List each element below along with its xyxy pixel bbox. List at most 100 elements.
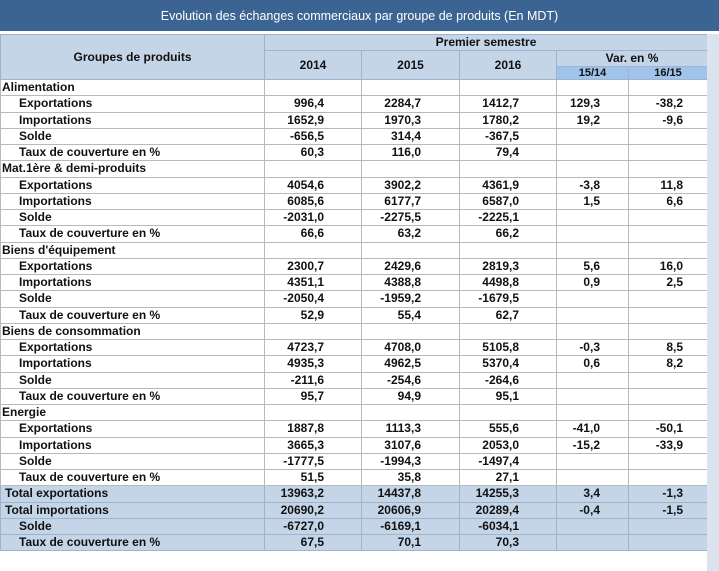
value-cell: 70,1	[361, 533, 460, 552]
empty-cell	[361, 322, 460, 341]
value-cell: 1887,8	[264, 420, 362, 438]
value-cell: 27,1	[459, 468, 557, 487]
row-label: Solde	[0, 290, 265, 308]
empty-cell	[556, 241, 629, 259]
group-column-header: Groupes de produits	[0, 34, 265, 80]
table-row: Importations 1652,9 1970,3 1780,2 19,2 -9,6	[0, 111, 709, 129]
value-cell: 95,7	[264, 387, 362, 406]
value-cell: -211,6	[264, 371, 362, 389]
variation-cell: 11,8	[627, 176, 709, 194]
empty-cell	[264, 241, 362, 259]
variation-cell	[556, 225, 629, 243]
value-cell: 3107,6	[361, 436, 460, 454]
row-label: Importations	[0, 355, 265, 373]
variation-cell: 5,6	[556, 257, 629, 276]
empty-cell	[264, 160, 362, 178]
value-cell: 6587,0	[459, 192, 557, 211]
row-label: Exportations	[0, 420, 265, 438]
year-header-2016: 2016	[459, 50, 557, 80]
value-cell: 4723,7	[264, 338, 362, 357]
value-cell: 13963,2	[264, 485, 362, 503]
empty-cell	[556, 403, 629, 422]
value-cell: 996,4	[264, 95, 362, 113]
value-cell: 314,4	[361, 127, 460, 146]
value-cell: 60,3	[264, 143, 362, 162]
variation-cell: -1,5	[627, 501, 709, 519]
value-cell: 4498,8	[459, 273, 557, 292]
variation-cell	[627, 517, 709, 536]
year-header-2015: 2015	[361, 50, 460, 80]
table-row: Solde -656,5 314,4 -367,5	[0, 127, 709, 146]
value-cell: -1497,4	[459, 452, 557, 471]
table-row: Exportations 2300,7 2429,6 2819,3 5,6 16,0	[0, 257, 709, 276]
table-row: Solde -2031,0 -2275,5 -2225,1	[0, 208, 709, 227]
variation-cell: 0,9	[556, 273, 629, 292]
variation-cell	[627, 533, 709, 552]
empty-cell	[459, 160, 557, 178]
value-cell: 66,6	[264, 225, 362, 243]
value-cell: 1780,2	[459, 111, 557, 129]
value-cell: 4962,5	[361, 355, 460, 373]
variation-cell: -33,9	[627, 436, 709, 454]
trade-table: Groupes de produits Premier semestre 201…	[0, 34, 709, 552]
category-label: Alimentation	[0, 78, 265, 97]
table-row: Exportations 996,4 2284,7 1412,7 129,3 -38,2	[0, 95, 709, 113]
empty-cell	[459, 78, 557, 97]
table-row: Taux de couverture en % 52,9 55,4 62,7	[0, 306, 709, 324]
value-cell: 2429,6	[361, 257, 460, 276]
category-row: Energie	[0, 403, 709, 422]
value-cell: 116,0	[361, 143, 460, 162]
value-cell: -1679,5	[459, 290, 557, 308]
variation-16-15-header: 16/15	[627, 66, 709, 80]
table-row: Solde -6727,0 -6169,1 -6034,1	[0, 517, 709, 536]
variation-cell: 0,6	[556, 355, 629, 373]
category-row: Biens d'équipement	[0, 241, 709, 259]
variation-cell	[556, 143, 629, 162]
value-cell: -1994,3	[361, 452, 460, 471]
variation-cell	[556, 208, 629, 227]
table-row: Taux de couverture en % 66,6 63,2 66,2	[0, 225, 709, 243]
variation-cell	[556, 306, 629, 324]
variation-cell: -1,3	[627, 485, 709, 503]
variation-cell	[627, 143, 709, 162]
row-label: Importations	[0, 111, 265, 129]
value-cell: 67,5	[264, 533, 362, 552]
variation-cell	[556, 387, 629, 406]
value-cell: 70,3	[459, 533, 557, 552]
variation-cell	[556, 452, 629, 471]
variation-cell	[627, 306, 709, 324]
value-cell: -6169,1	[361, 517, 460, 536]
year-header-2014: 2014	[264, 50, 362, 80]
empty-cell	[556, 322, 629, 341]
category-row: Biens de consommation	[0, 322, 709, 341]
value-cell: 2300,7	[264, 257, 362, 276]
variation-cell: -9,6	[627, 111, 709, 129]
value-cell: 63,2	[361, 225, 460, 243]
value-cell: -367,5	[459, 127, 557, 146]
row-label: Exportations	[0, 338, 265, 357]
value-cell: 95,1	[459, 387, 557, 406]
value-cell: 55,4	[361, 306, 460, 324]
value-cell: 2053,0	[459, 436, 557, 454]
variation-cell	[556, 533, 629, 552]
row-label: Solde	[0, 127, 265, 146]
value-cell: 1113,3	[361, 420, 460, 438]
category-label: Mat.1ère & demi-produits	[0, 160, 265, 178]
variation-cell: -0,4	[556, 501, 629, 519]
value-cell: -2031,0	[264, 208, 362, 227]
variation-15-14-header: 15/14	[556, 66, 629, 80]
value-cell: -6727,0	[264, 517, 362, 536]
value-cell: 4935,3	[264, 355, 362, 373]
row-label: Importations	[0, 436, 265, 454]
variation-cell	[556, 127, 629, 146]
value-cell: 5370,4	[459, 355, 557, 373]
empty-cell	[627, 241, 709, 259]
empty-cell	[459, 403, 557, 422]
variation-cell	[627, 127, 709, 146]
value-cell: 20289,4	[459, 501, 557, 519]
variation-cell: 8,5	[627, 338, 709, 357]
variation-cell	[627, 208, 709, 227]
row-label: Exportations	[0, 257, 265, 276]
row-label: Solde	[0, 452, 265, 471]
variation-cell	[556, 290, 629, 308]
